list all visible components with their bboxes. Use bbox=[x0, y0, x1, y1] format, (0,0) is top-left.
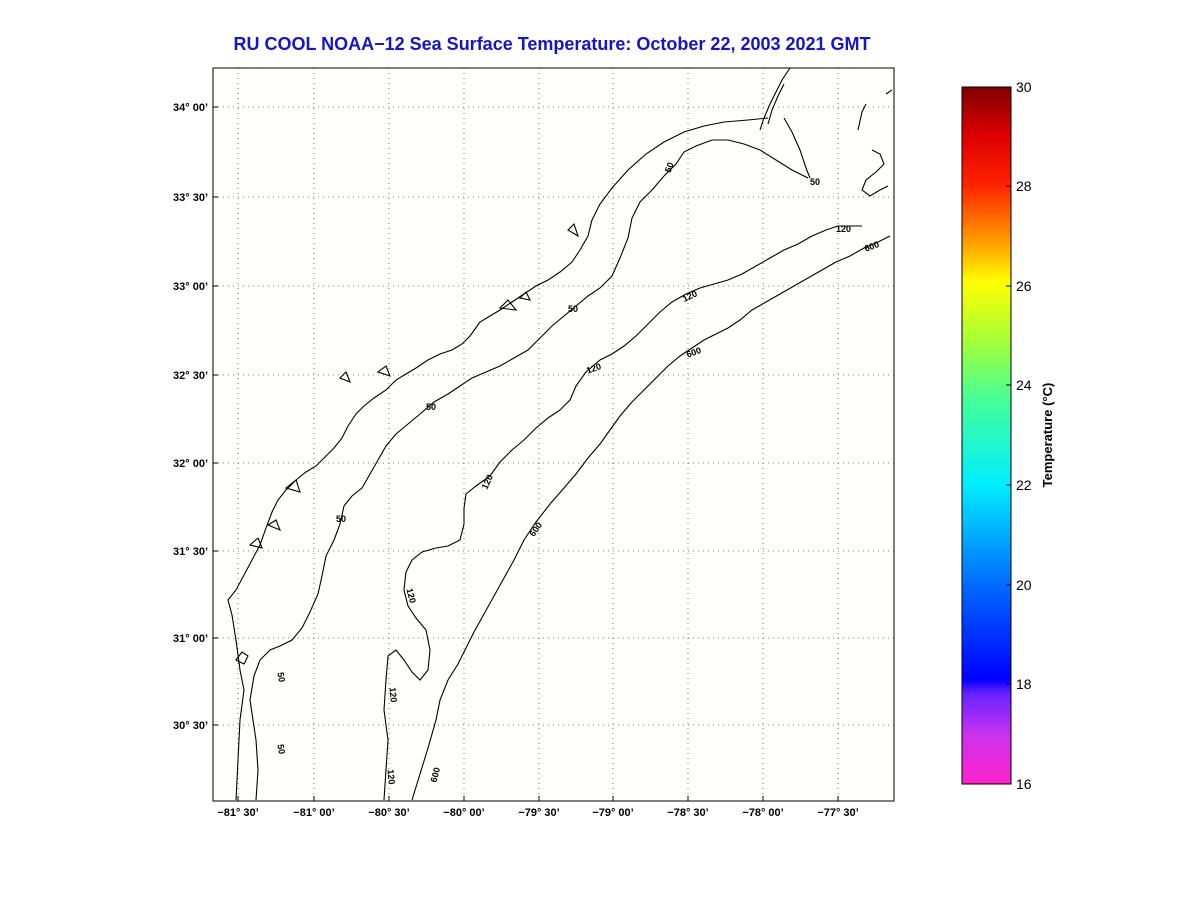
colorbar-tick-label: 24 bbox=[1016, 377, 1032, 393]
map-grid bbox=[213, 68, 894, 801]
contour-label: 120 bbox=[404, 587, 418, 604]
lon-tick-label: −78° 00’ bbox=[742, 807, 783, 819]
colorbar-tick-label: 16 bbox=[1016, 776, 1032, 792]
contour-label: 50 bbox=[275, 743, 287, 755]
lat-tick-label: 32° 00’ bbox=[173, 458, 208, 470]
map-title: RU COOL NOAA−12 Sea Surface Temperature:… bbox=[233, 34, 871, 54]
contour-label: 50 bbox=[810, 177, 820, 187]
lon-tick-label: −77° 30’ bbox=[817, 807, 858, 819]
isobath-600m bbox=[411, 235, 891, 801]
lon-tick-label: −79° 00’ bbox=[592, 807, 633, 819]
lon-tick-label: −81° 30’ bbox=[217, 807, 258, 819]
colorbar bbox=[961, 86, 1012, 785]
contour-label: 120 bbox=[387, 687, 398, 703]
lon-tick-label: −81° 00’ bbox=[293, 807, 334, 819]
lat-tick-label: 34° 00’ bbox=[173, 102, 208, 114]
colorbar-tick-label: 18 bbox=[1016, 676, 1032, 692]
coastline-islands bbox=[235, 222, 579, 665]
contour-label: 50 bbox=[336, 514, 346, 524]
lon-tick-label: −80° 00’ bbox=[443, 807, 484, 819]
lat-tick-label: 31° 30’ bbox=[173, 546, 208, 558]
map-ticks bbox=[213, 106, 839, 801]
lat-tick-label: 33° 00’ bbox=[173, 281, 208, 293]
colorbar-ticks bbox=[1006, 86, 1011, 785]
coastline-north bbox=[759, 68, 811, 179]
coastline-ne bbox=[857, 89, 893, 197]
lat-tick-label: 30° 30’ bbox=[173, 720, 208, 732]
colorbar-title: Temperature (°C) bbox=[1040, 383, 1055, 488]
contour-label: 50 bbox=[568, 304, 578, 314]
contour-label: 600 bbox=[863, 239, 881, 254]
coastline bbox=[227, 117, 769, 801]
map-border bbox=[212, 67, 895, 802]
contour-label: 120 bbox=[385, 769, 396, 785]
contour-label: 50 bbox=[426, 402, 436, 412]
colorbar-tick-label: 28 bbox=[1016, 178, 1032, 194]
isobath-120m bbox=[383, 225, 862, 801]
lat-tick-label: 31° 00’ bbox=[173, 633, 208, 645]
isobath-50m bbox=[249, 139, 809, 801]
contour-label: 600 bbox=[429, 766, 443, 783]
contour-label: 50 bbox=[663, 161, 676, 174]
contour-label: 120 bbox=[585, 361, 603, 376]
colorbar-tick-label: 30 bbox=[1016, 79, 1032, 95]
lon-tick-label: −78° 30’ bbox=[667, 807, 708, 819]
contour-label: 120 bbox=[836, 224, 851, 234]
lat-tick-label: 33° 30’ bbox=[173, 192, 208, 204]
colorbar-tick-label: 26 bbox=[1016, 278, 1032, 294]
lon-tick-label: −80° 30’ bbox=[368, 807, 409, 819]
colorbar-tick-label: 20 bbox=[1016, 577, 1032, 593]
lat-tick-label: 32° 30’ bbox=[173, 370, 208, 382]
lon-tick-label: −79° 30’ bbox=[518, 807, 559, 819]
contour-label: 600 bbox=[685, 345, 703, 360]
contour-label: 50 bbox=[275, 671, 287, 683]
map-area bbox=[213, 68, 894, 801]
colorbar-tick-label: 22 bbox=[1016, 477, 1032, 493]
